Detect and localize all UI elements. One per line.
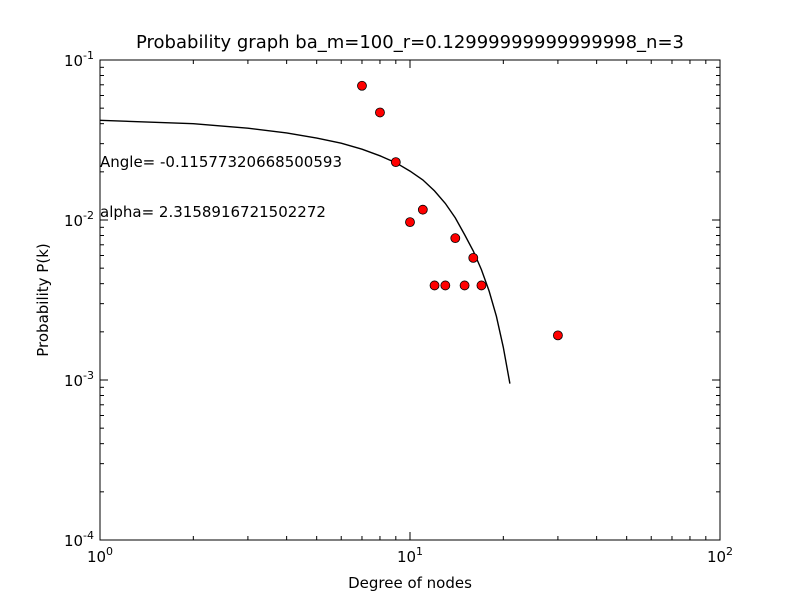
data-point bbox=[417, 204, 428, 215]
axes-frame bbox=[99, 59, 721, 541]
alpha-annotation: alpha= 2.3158916721502272 bbox=[100, 203, 326, 221]
data-point bbox=[468, 252, 479, 263]
data-point bbox=[459, 280, 470, 291]
data-point bbox=[476, 280, 487, 291]
data-point bbox=[375, 107, 385, 118]
y-axis-label: Probability P(k) bbox=[34, 243, 52, 357]
data-point bbox=[553, 330, 563, 341]
data-point bbox=[390, 157, 401, 168]
data-point bbox=[440, 280, 451, 291]
data-point bbox=[357, 80, 367, 91]
chart-title: Probability graph ba_m=100_r=0.129999999… bbox=[136, 32, 684, 53]
data-point bbox=[450, 233, 461, 244]
fit-line-layer bbox=[99, 119, 511, 384]
data-point bbox=[405, 217, 415, 228]
fit-line bbox=[99, 119, 511, 384]
data-point bbox=[429, 280, 440, 291]
data-points-layer bbox=[357, 80, 563, 341]
angle-annotation: Angle= -0.11577320668500593 bbox=[100, 153, 342, 171]
x-axis-label: Degree of nodes bbox=[348, 574, 472, 592]
